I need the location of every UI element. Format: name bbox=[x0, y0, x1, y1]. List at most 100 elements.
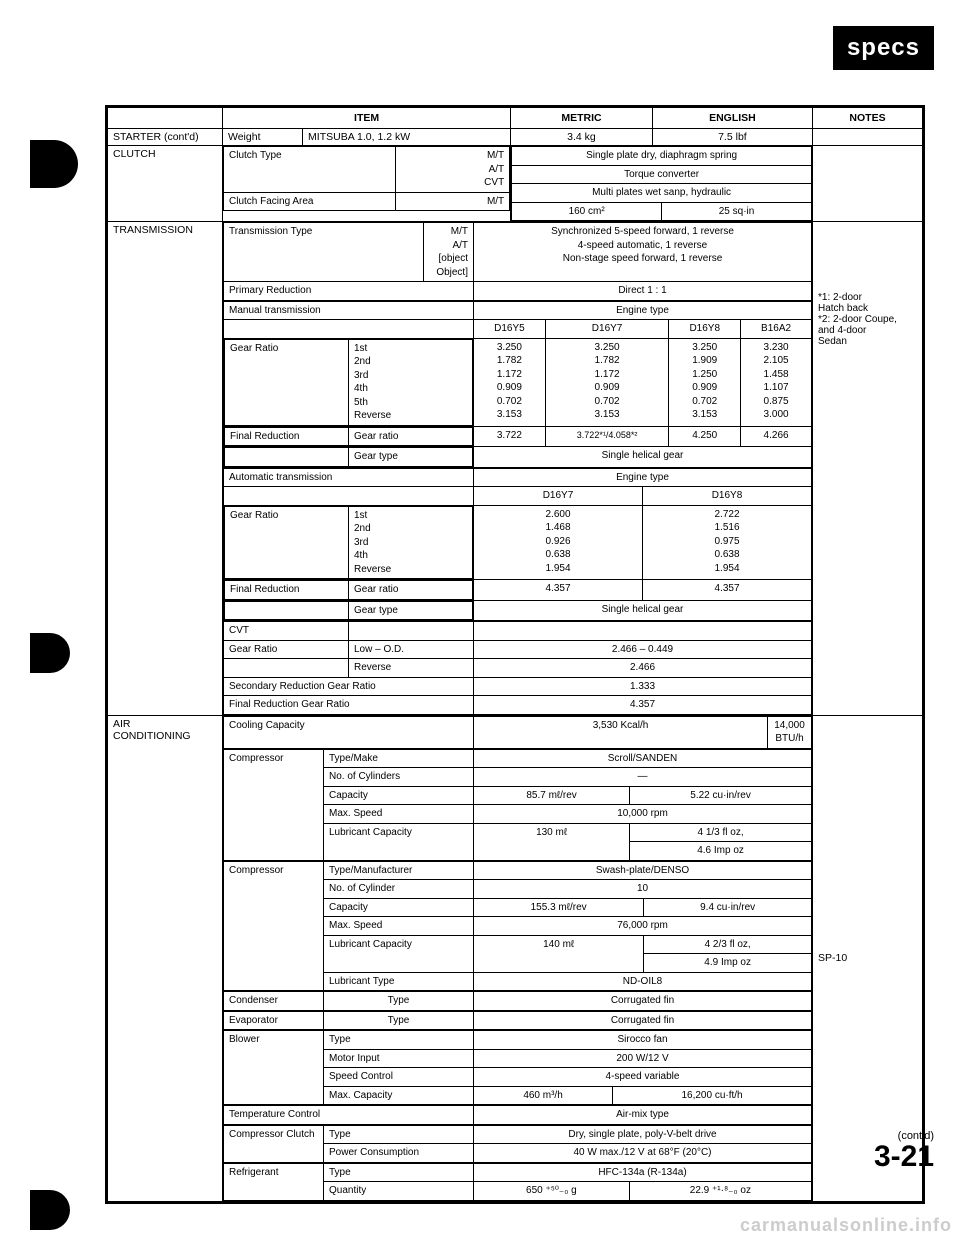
value: 1.954 bbox=[545, 563, 570, 574]
value: 4.266 bbox=[741, 426, 812, 447]
label: CVT bbox=[224, 622, 349, 641]
label: Type bbox=[324, 992, 474, 1011]
label: Evaporator bbox=[224, 1011, 324, 1030]
label: Type bbox=[324, 1011, 474, 1030]
label: 4th bbox=[354, 383, 368, 394]
label: Gear ratio bbox=[349, 581, 473, 600]
value: 0.909 bbox=[497, 382, 522, 393]
label: Final Reduction bbox=[225, 427, 349, 446]
value: Corrugated fin bbox=[474, 1011, 812, 1030]
label: Final Reduction bbox=[225, 581, 349, 600]
label: Gear Ratio bbox=[225, 506, 349, 579]
value: 4-speed automatic, 1 reverse bbox=[578, 240, 708, 251]
value: 25 sq·in bbox=[662, 202, 812, 221]
label: Type/Manufacturer bbox=[324, 861, 474, 880]
value: 1.468 bbox=[545, 522, 570, 533]
value: ND-OIL8 bbox=[474, 972, 812, 991]
value: 5.22 cu·in/rev bbox=[630, 786, 812, 805]
label: Gear Ratio bbox=[224, 640, 349, 659]
col-english: ENGLISH bbox=[652, 108, 812, 129]
value: 200 W/12 V bbox=[474, 1049, 812, 1068]
value: 3.153 bbox=[497, 409, 522, 420]
label: Clutch Type bbox=[224, 147, 396, 193]
value: 10 bbox=[474, 880, 812, 899]
value: 1.909 bbox=[692, 355, 717, 366]
value: MITSUBA 1.0, 1.2 kW bbox=[303, 129, 511, 146]
value: — bbox=[474, 768, 812, 787]
label: 1st bbox=[354, 343, 367, 354]
value: Sirocco fan bbox=[474, 1031, 812, 1050]
value: 0.702 bbox=[692, 396, 717, 407]
value: 4-speed variable bbox=[474, 1068, 812, 1087]
label: Max. Speed bbox=[324, 805, 474, 824]
value: 4.357 bbox=[474, 580, 643, 601]
value: 1.172 bbox=[595, 369, 620, 380]
value: Torque converter bbox=[512, 165, 812, 184]
page-number: 3-21 bbox=[874, 1140, 934, 1174]
value: 3.153 bbox=[595, 409, 620, 420]
label: Compressor bbox=[224, 749, 324, 860]
col-item: ITEM bbox=[223, 108, 511, 129]
value: Single helical gear bbox=[474, 600, 812, 621]
label: Type bbox=[324, 1163, 474, 1182]
label: Gear Ratio bbox=[225, 339, 349, 425]
label: Manual transmission bbox=[224, 301, 474, 320]
label: Capacity bbox=[324, 786, 474, 805]
value: Single plate dry, diaphragm spring bbox=[512, 147, 812, 166]
value: 14,000 BTU/h bbox=[768, 716, 812, 748]
value: 0.926 bbox=[545, 536, 570, 547]
label: M/T bbox=[487, 150, 504, 161]
label: M/T bbox=[451, 226, 468, 237]
label: 4th bbox=[354, 550, 368, 561]
value: Single helical gear bbox=[474, 447, 812, 468]
value: 3.722 bbox=[474, 426, 546, 447]
value: 3,530 Kcal/h bbox=[474, 716, 768, 748]
label: Transmission Type bbox=[224, 223, 424, 282]
col: D16Y7 bbox=[474, 487, 643, 506]
label: Engine type bbox=[474, 301, 812, 320]
notes: SP-10 bbox=[813, 715, 923, 1201]
value: 3.230 bbox=[764, 342, 789, 353]
label: Type/Make bbox=[324, 749, 474, 768]
label: Refrigerant bbox=[224, 1163, 324, 1200]
value: 9.4 cu·in/rev bbox=[644, 898, 812, 917]
col: D16Y8 bbox=[643, 487, 812, 506]
label: Speed Control bbox=[324, 1068, 474, 1087]
tab-marker bbox=[30, 633, 70, 673]
section-transmission: TRANSMISSION bbox=[108, 222, 223, 716]
value: 4.9 Imp oz bbox=[644, 954, 812, 973]
label: No. of Cylinder bbox=[324, 880, 474, 899]
value: Synchronized 5-speed forward, 1 reverse bbox=[551, 226, 734, 237]
value: 0.702 bbox=[595, 396, 620, 407]
label: Lubricant Capacity bbox=[324, 935, 474, 972]
label: Secondary Reduction Gear Ratio bbox=[224, 677, 474, 696]
tab-marker bbox=[30, 1190, 70, 1230]
value: Corrugated fin bbox=[474, 992, 812, 1011]
col: D16Y5 bbox=[474, 320, 546, 339]
label: M/T bbox=[395, 192, 509, 211]
label: Reverse bbox=[354, 410, 391, 421]
tab-marker bbox=[30, 140, 78, 188]
label: Reverse bbox=[354, 564, 391, 575]
value: 22.9 ⁺¹·⁸₋₀ oz bbox=[629, 1182, 811, 1201]
value: 0.702 bbox=[497, 396, 522, 407]
value: 155.3 mℓ/rev bbox=[474, 898, 644, 917]
col-notes: NOTES bbox=[813, 108, 923, 129]
value: 3.153 bbox=[692, 409, 717, 420]
value: 3.4 kg bbox=[511, 129, 653, 146]
label: Lubricant Capacity bbox=[324, 823, 474, 860]
label: Compressor bbox=[224, 861, 324, 991]
value: 1.782 bbox=[595, 355, 620, 366]
label: Compressor Clutch bbox=[224, 1125, 324, 1162]
specs-badge: specs bbox=[833, 26, 934, 70]
value: 2.466 – 0.449 bbox=[474, 640, 812, 659]
value: 1.782 bbox=[497, 355, 522, 366]
value: HFC-134a (R-134a) bbox=[474, 1163, 812, 1182]
value: 1.516 bbox=[714, 522, 739, 533]
col: D16Y8 bbox=[669, 320, 741, 339]
value: 2.600 bbox=[545, 509, 570, 520]
label: 5th bbox=[354, 397, 368, 408]
label: 2nd bbox=[354, 523, 371, 534]
value: 140 mℓ bbox=[474, 935, 644, 972]
value: 4.250 bbox=[669, 426, 741, 447]
